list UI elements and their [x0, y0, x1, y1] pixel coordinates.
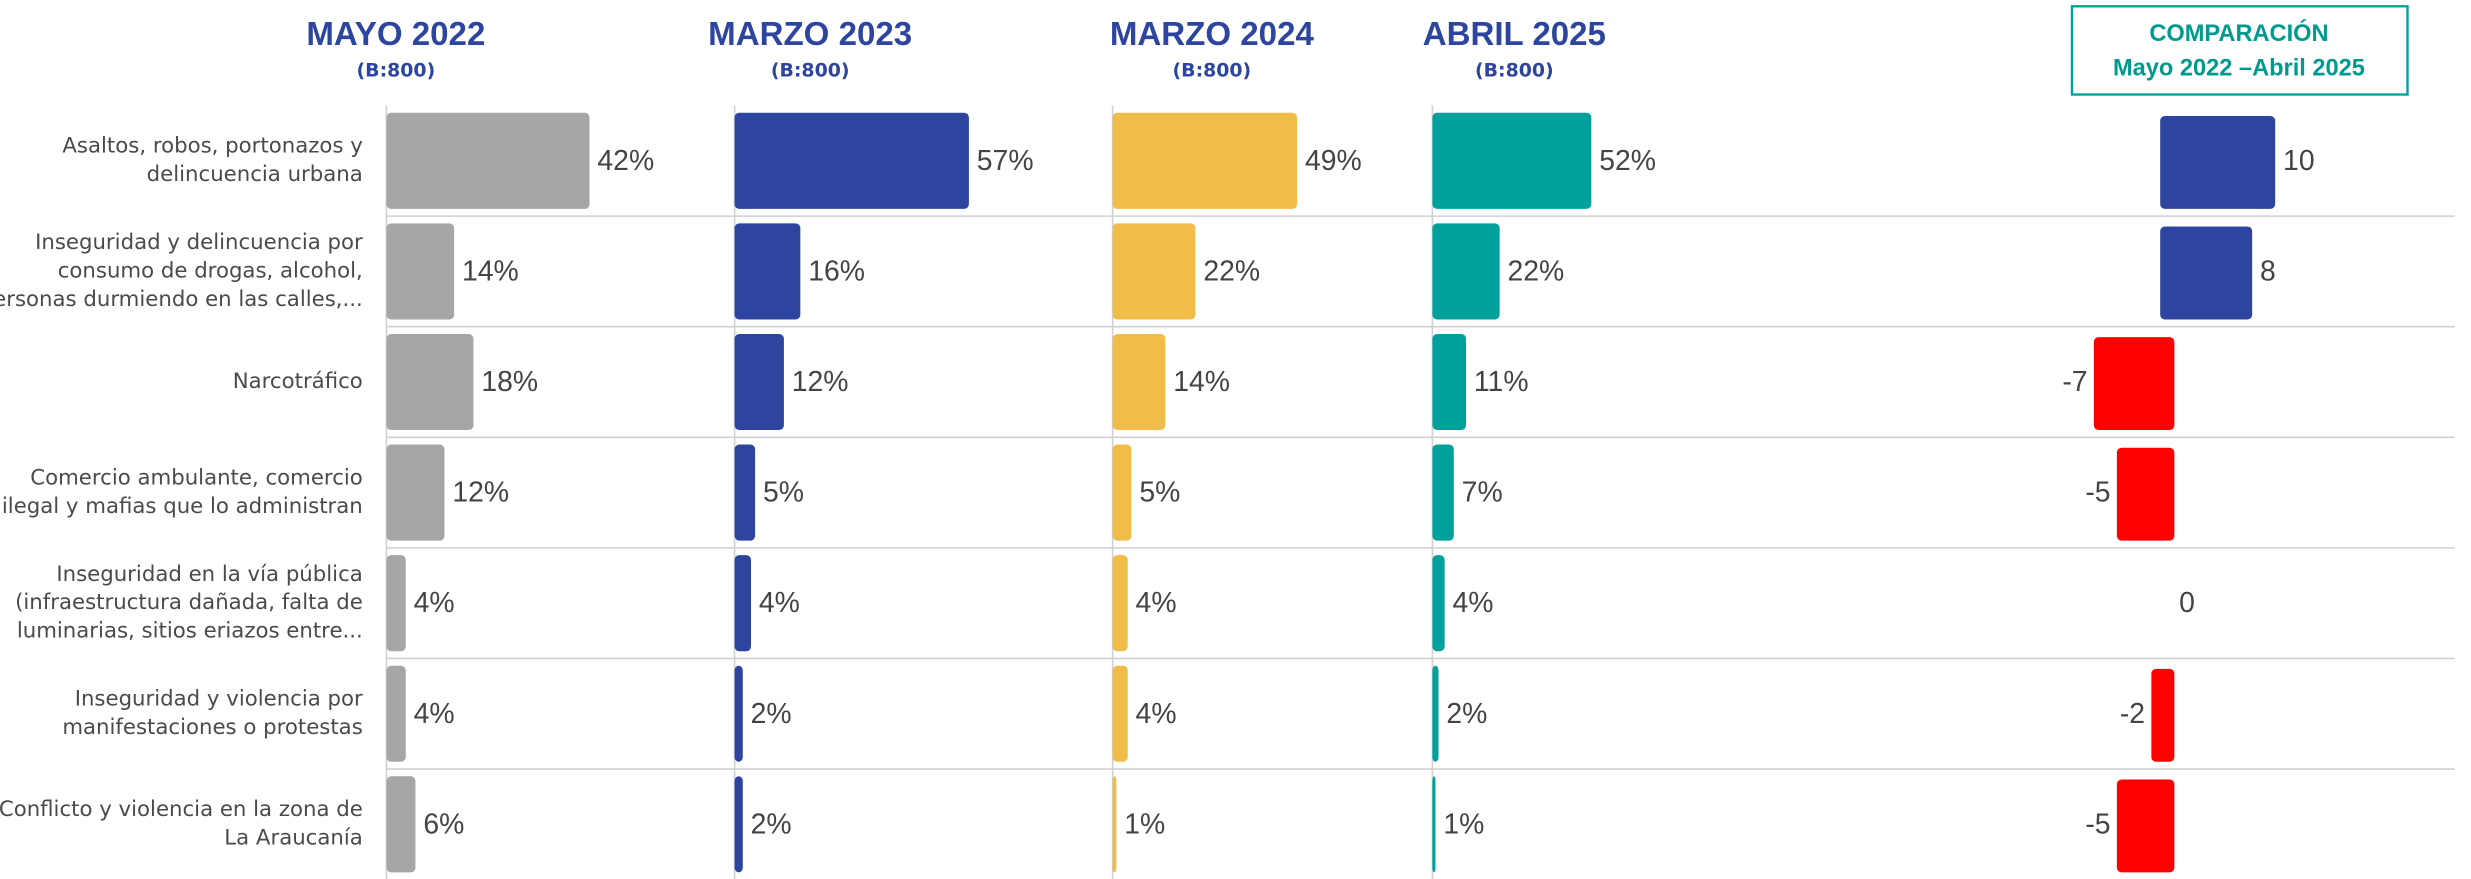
bar — [386, 333, 474, 431]
bar — [1432, 333, 1467, 431]
comparison-label: 10 — [2283, 145, 2315, 177]
bar — [734, 223, 801, 320]
series-name: MARZO 2024 — [1110, 16, 1315, 53]
bar — [734, 112, 969, 209]
value-label: 57% — [977, 145, 1034, 177]
bar — [1432, 776, 1436, 873]
bar — [1432, 665, 1439, 762]
category-label: personas durmiendo en las calles,... — [0, 287, 363, 312]
value-label: 4% — [414, 587, 455, 619]
value-label: 1% — [1443, 808, 1484, 840]
bar — [1112, 444, 1132, 541]
comparison-bar — [2116, 447, 2175, 541]
series-name: ABRIL 2025 — [1423, 16, 1606, 53]
series-base: (B:800) — [1173, 59, 1252, 81]
comparison-bar — [2151, 668, 2175, 762]
bar — [734, 333, 784, 431]
value-label: 22% — [1508, 255, 1565, 287]
bar — [1112, 665, 1128, 762]
value-label: 16% — [808, 255, 865, 287]
value-label: 4% — [414, 698, 455, 730]
value-label: 18% — [481, 366, 538, 398]
comparison-bar — [2160, 226, 2253, 320]
bar — [1432, 555, 1445, 652]
bar — [386, 665, 406, 762]
comparison-bar — [2160, 115, 2276, 209]
category-label: La Araucanía — [224, 826, 362, 851]
category-label: luminarias, sitios eriazos entre... — [17, 619, 363, 644]
value-label: 14% — [462, 255, 519, 287]
bar — [1432, 223, 1500, 320]
value-label: 52% — [1599, 145, 1656, 177]
comparison-title: COMPARACIÓN — [2149, 19, 2328, 47]
bar — [734, 444, 756, 541]
value-label: 2% — [751, 808, 792, 840]
category-label: Comercio ambulante, comercio — [30, 465, 363, 490]
comparison-label: -7 — [2062, 366, 2087, 398]
comparison-bar — [2093, 337, 2175, 431]
comparison-label: -5 — [2085, 808, 2110, 840]
comparison-label: 8 — [2260, 255, 2276, 287]
bar — [1112, 223, 1196, 320]
category-label: consumo de drogas, alcohol, — [58, 258, 363, 283]
bar — [734, 776, 743, 873]
value-label: 7% — [1462, 477, 1503, 509]
value-label: 2% — [751, 698, 792, 730]
value-label: 5% — [763, 477, 804, 509]
value-label: 1% — [1124, 808, 1165, 840]
bar — [734, 665, 743, 762]
category-label: manifestaciones o protestas — [62, 715, 362, 740]
series-name: MAYO 2022 — [306, 16, 485, 53]
category-label: (infraestructura dañada, falta de — [15, 590, 363, 615]
comparison-label: -5 — [2085, 477, 2110, 509]
value-label: 4% — [1136, 698, 1177, 730]
bar — [1112, 776, 1117, 873]
bar — [734, 555, 752, 652]
comparison-label: -2 — [2120, 698, 2145, 730]
bar — [386, 444, 445, 541]
value-label: 5% — [1139, 477, 1180, 509]
value-label: 4% — [1136, 587, 1177, 619]
value-label: 2% — [1446, 698, 1487, 730]
value-label: 11% — [1474, 366, 1529, 398]
comparison-subtitle: Mayo 2022 –Abril 2025 — [2113, 56, 2365, 82]
value-label: 4% — [1453, 587, 1494, 619]
comparison-bar — [2116, 779, 2175, 873]
comparison-label: 0 — [2179, 587, 2195, 619]
value-label: 14% — [1173, 366, 1230, 398]
value-label: 49% — [1305, 145, 1362, 177]
category-label: delincuencia urbana — [147, 162, 363, 187]
bar — [1432, 112, 1592, 209]
category-label: Narcotráfico — [233, 369, 363, 394]
bar — [1112, 112, 1298, 209]
series-name: MARZO 2023 — [708, 16, 912, 53]
bar — [1112, 555, 1128, 652]
category-label: ilegal y mafias que lo administran — [2, 494, 363, 519]
category-label: Asaltos, robos, portonazos y — [62, 134, 362, 159]
bar — [386, 112, 590, 209]
series-base: (B:800) — [357, 59, 436, 81]
series-base: (B:800) — [1475, 59, 1554, 81]
value-label: 22% — [1203, 255, 1260, 287]
comparison-box — [2070, 5, 2409, 96]
category-label: Inseguridad y violencia por — [75, 687, 363, 712]
value-label: 12% — [792, 366, 849, 398]
bar — [386, 223, 455, 320]
category-label: Inseguridad en la vía pública — [56, 562, 362, 587]
category-label: Conflicto y violencia en la zona de — [0, 797, 363, 822]
value-label: 6% — [423, 808, 464, 840]
bar — [1112, 333, 1166, 431]
bar — [386, 776, 416, 873]
value-label: 4% — [759, 587, 800, 619]
value-label: 12% — [452, 477, 509, 509]
bar — [1432, 444, 1454, 541]
series-base: (B:800) — [771, 59, 850, 81]
value-label: 42% — [597, 145, 654, 177]
category-label: Inseguridad y delincuencia por — [35, 230, 363, 255]
bar — [386, 555, 406, 652]
